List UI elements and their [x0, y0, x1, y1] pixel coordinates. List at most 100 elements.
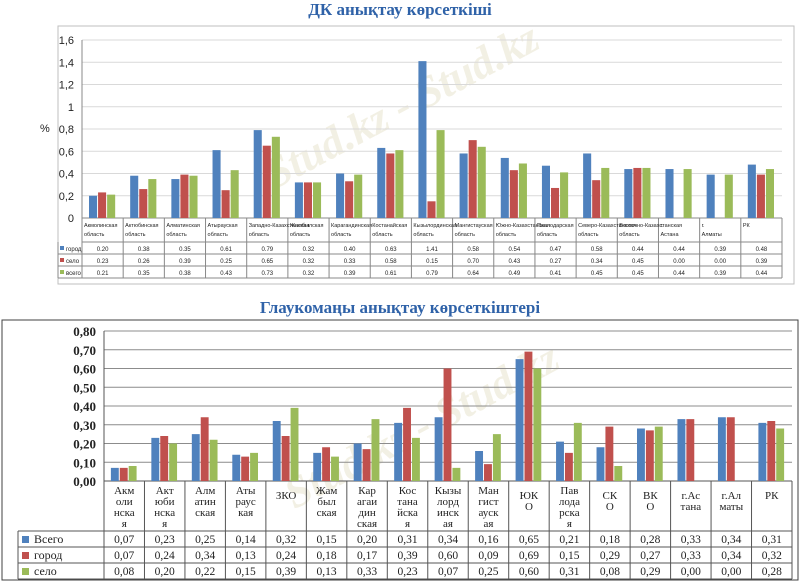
bar: [119, 467, 128, 481]
category-label: нска: [154, 507, 175, 519]
bar: [362, 449, 371, 481]
data-label: 0.40: [344, 247, 356, 253]
category-label: нска: [114, 507, 135, 519]
data-label: 0,69: [519, 550, 539, 562]
category-label: Актюбинская: [125, 223, 158, 229]
bar: [452, 467, 461, 481]
legend-key: [60, 270, 64, 274]
data-label: 0.73: [261, 271, 273, 277]
bar: [560, 172, 569, 218]
data-label: 0.58: [467, 247, 479, 253]
category-label: РК: [743, 223, 751, 229]
category-label: ЗКО: [276, 490, 297, 502]
data-label: 0.21: [97, 271, 109, 277]
data-label: 0.39: [344, 271, 356, 277]
data-label: 0,28: [762, 566, 782, 578]
bar: [262, 145, 271, 218]
category-label: Алм: [195, 485, 215, 497]
bar: [209, 439, 218, 481]
category-label: ая: [483, 518, 493, 530]
data-label: 0.26: [138, 259, 150, 265]
data-label: 0.64: [467, 271, 479, 277]
category-label: Западно-Казахстанская: [249, 223, 310, 229]
bar: [624, 169, 633, 218]
bar: [377, 147, 386, 218]
category-label: маты: [719, 501, 743, 513]
data-label: 0.39: [714, 271, 726, 277]
bar: [253, 130, 262, 218]
data-label: 0.35: [138, 271, 150, 277]
category-label: тана: [397, 496, 418, 508]
data-label: 0.43: [509, 259, 521, 265]
category-label: г.Ал: [722, 490, 742, 502]
bar: [509, 170, 518, 218]
legend-label: всего: [66, 271, 82, 277]
category-label: Жамбылская: [290, 223, 324, 229]
bar: [371, 419, 380, 481]
legend-key: [60, 246, 64, 250]
category-label: О: [606, 501, 614, 513]
chart-2: 0,00 0,10 0,20 0,30 0,40 0,50 0,60 0,70 0,80 Акмо…: [1, 319, 799, 581]
data-label: 0.41: [550, 271, 562, 277]
bar: [418, 61, 427, 219]
category-label: Кызылординская: [413, 223, 457, 229]
bar: [89, 195, 98, 218]
data-label: 0.32: [303, 271, 315, 277]
data-label: 0.47: [550, 247, 562, 253]
bar: [191, 434, 200, 481]
category-label: область: [166, 232, 186, 238]
y-tick-label: 1,2: [59, 80, 74, 92]
data-label: 0.79: [426, 271, 438, 277]
data-label: 0,07: [114, 550, 134, 562]
bar: [665, 169, 674, 218]
data-label: 0,65: [519, 534, 539, 546]
data-label: 0.58: [591, 247, 603, 253]
bar: [353, 443, 362, 481]
bar: [110, 467, 119, 481]
bar: [303, 182, 312, 218]
category-label: кая: [238, 507, 253, 519]
bar: [484, 464, 492, 481]
category-label: Мангистауская: [455, 223, 493, 229]
category-label: область: [537, 232, 557, 238]
data-label: 0,33: [357, 566, 377, 578]
bar: [636, 428, 645, 481]
category-label: Северо-Казахстанская: [578, 223, 636, 229]
data-label: 0,14: [236, 534, 256, 546]
y-tick-label: 0,20: [73, 437, 96, 452]
data-label: 0,18: [317, 550, 337, 562]
data-label: 0,32: [276, 534, 296, 546]
legend-key: [22, 568, 29, 575]
category-label: г.Ас: [682, 490, 701, 502]
category-label: РК: [765, 490, 779, 502]
category-label: Аты: [236, 485, 256, 497]
bar: [633, 167, 642, 218]
category-label: тана: [681, 501, 702, 513]
bar: [645, 430, 654, 481]
category-label: ская: [317, 507, 337, 519]
data-label: 0,08: [600, 566, 620, 578]
data-label: 0,31: [762, 534, 782, 546]
data-label: 0.79: [261, 247, 273, 253]
bar: [556, 441, 564, 481]
data-label: 0.63: [385, 247, 397, 253]
data-label: 0.38: [179, 271, 191, 277]
category-label: область: [125, 232, 145, 238]
data-label: 0.44: [632, 247, 644, 253]
data-label: 0,09: [478, 550, 498, 562]
category-label: г.: [702, 223, 705, 229]
data-label: 0,18: [600, 534, 620, 546]
y-tick-label: 1,4: [59, 57, 74, 69]
category-label: Жам: [316, 485, 337, 497]
data-label: 0,17: [357, 550, 377, 562]
category-label: был: [317, 496, 336, 508]
data-label: 0.45: [591, 271, 603, 277]
bar: [500, 157, 509, 218]
data-label: 0,29: [640, 566, 660, 578]
data-label: 0.48: [756, 247, 768, 253]
bar: [241, 456, 250, 481]
category-label: СК: [603, 490, 618, 502]
bar: [541, 165, 550, 218]
bar: [290, 407, 299, 481]
chart-1-title: ДК анықтау көрсеткіші: [308, 0, 492, 19]
